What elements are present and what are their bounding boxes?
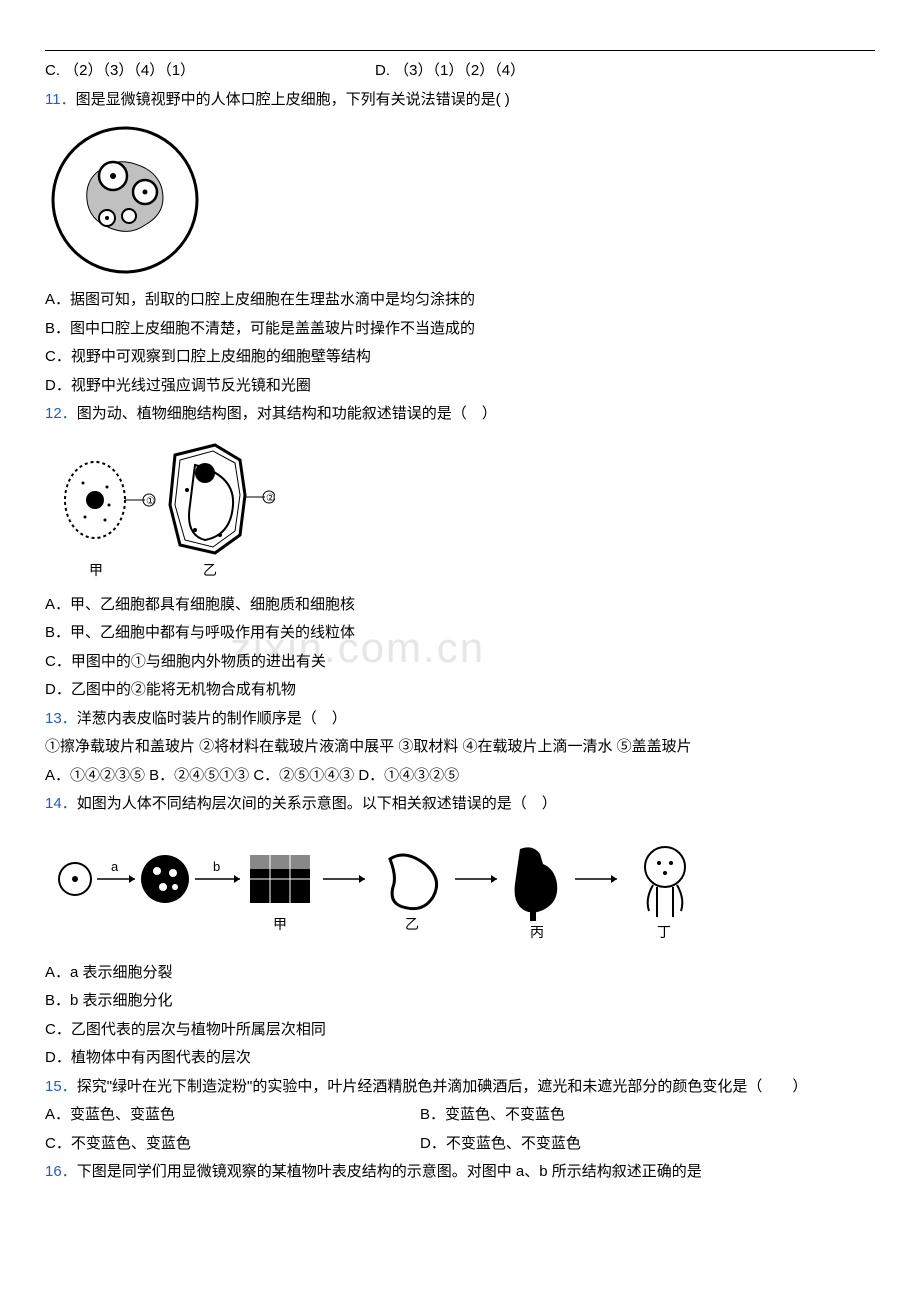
q14-option-a: A．a 表示细胞分裂 [45, 959, 875, 988]
q12-stem: 图为动、植物细胞结构图，对其结构和功能叙述错误的是（ ） [77, 405, 497, 422]
q12-number: 12． [45, 405, 77, 422]
q15-row-ab: A．变蓝色、变蓝色B．变蓝色、不变蓝色 [45, 1101, 875, 1130]
q15-number: 15． [45, 1078, 77, 1095]
q14-stem-line: 14．如图为人体不同结构层次间的关系示意图。以下相关叙述错误的是（ ） [45, 790, 875, 819]
svg-text:丁: 丁 [657, 924, 671, 940]
q10-option-c: C. （2）（3）（4）（1） [45, 57, 375, 86]
microscope-field-icon [45, 120, 205, 280]
q14-option-c: C．乙图代表的层次与植物叶所属层次相同 [45, 1016, 875, 1045]
q12-option-c: C．甲图中的①与细胞内外物质的进出有关 [45, 648, 875, 677]
q15-option-c: C．不变蓝色、变蓝色 [45, 1130, 420, 1159]
q13-stem: 洋葱内表皮临时装片的制作顺序是（ ） [77, 710, 347, 727]
q12-option-b: B．甲、乙细胞中都有与呼吸作用有关的线粒体 [45, 619, 875, 648]
q10-options-cd: C. （2）（3）（4）（1） D. （3）（1）（2）（4） [45, 57, 875, 86]
q11-stem: 图是显微镜视野中的人体口腔上皮细胞，下列有关说法错误的是( ) [76, 91, 510, 108]
svg-text:甲: 甲 [273, 916, 287, 932]
q14-number: 14． [45, 795, 77, 812]
page-content: C. （2）（3）（4）（1） D. （3）（1）（2）（4） 11．图是显微镜… [45, 50, 875, 1187]
q12-option-a: A．甲、乙细胞都具有细胞膜、细胞质和细胞核 [45, 591, 875, 620]
q11-stem-line: 11．图是显微镜视野中的人体口腔上皮细胞，下列有关说法错误的是( ) [45, 86, 875, 115]
svg-text:②: ② [266, 493, 275, 504]
svg-text:b: b [213, 859, 220, 874]
q10-option-d: D. （3）（1）（2）（4） [375, 57, 525, 86]
q15-option-b: B．变蓝色、不变蓝色 [420, 1106, 565, 1123]
q15-stem: 探究"绿叶在光下制造淀粉"的实验中，叶片经酒精脱色并滴加碘酒后，遮光和未遮光部分… [77, 1078, 808, 1095]
q16-stem: 下图是同学们用显微镜观察的某植物叶表皮结构的示意图。对图中 a、b 所示结构叙述… [77, 1163, 702, 1180]
q13-number: 13． [45, 710, 77, 727]
q11-number: 11． [45, 91, 76, 108]
structure-levels-icon: a b 甲 乙 丙 [45, 829, 805, 949]
q11-figure [45, 120, 875, 280]
q14-option-d: D．植物体中有丙图代表的层次 [45, 1044, 875, 1073]
top-rule [45, 50, 875, 51]
q11-option-a: A．据图可知，刮取的口腔上皮细胞在生理盐水滴中是均匀涂抹的 [45, 286, 875, 315]
q15-row-cd: C．不变蓝色、变蓝色D．不变蓝色、不变蓝色 [45, 1130, 875, 1159]
svg-text:①: ① [146, 496, 155, 507]
q16-stem-line: 16．下图是同学们用显微镜观察的某植物叶表皮结构的示意图。对图中 a、b 所示结… [45, 1158, 875, 1187]
q11-option-c: C．视野中可观察到口腔上皮细胞的细胞壁等结构 [45, 343, 875, 372]
q16-number: 16． [45, 1163, 77, 1180]
q14-option-b: B．b 表示细胞分化 [45, 987, 875, 1016]
q11-option-d: D．视野中光线过强应调节反光镜和光圈 [45, 372, 875, 401]
svg-text:丙: 丙 [530, 924, 544, 940]
q15-option-a: A．变蓝色、变蓝色 [45, 1101, 420, 1130]
svg-text:乙: 乙 [203, 562, 217, 578]
q14-figure: a b 甲 乙 丙 [45, 829, 875, 949]
q13-steps: ①擦净载玻片和盖玻片 ②将材料在载玻片液滴中展平 ③取材料 ④在载玻片上滴一清水… [45, 733, 875, 762]
q12-figure: ① 甲 ② 乙 [45, 435, 875, 585]
q14-stem: 如图为人体不同结构层次间的关系示意图。以下相关叙述错误的是（ ） [77, 795, 557, 812]
cell-diagram-icon: ① 甲 ② 乙 [45, 435, 275, 585]
q12-option-d: D．乙图中的②能将无机物合成有机物 [45, 676, 875, 705]
svg-text:乙: 乙 [405, 916, 419, 932]
q15-option-d: D．不变蓝色、不变蓝色 [420, 1135, 581, 1152]
svg-text:a: a [111, 859, 119, 874]
q13-stem-line: 13．洋葱内表皮临时装片的制作顺序是（ ） [45, 705, 875, 734]
q13-options: A．①④②③⑤ B．②④⑤①③ C．②⑤①④③ D．①④③②⑤ [45, 762, 875, 791]
q12-stem-line: 12．图为动、植物细胞结构图，对其结构和功能叙述错误的是（ ） [45, 400, 875, 429]
svg-text:甲: 甲 [89, 562, 103, 578]
q15-stem-line: 15．探究"绿叶在光下制造淀粉"的实验中，叶片经酒精脱色并滴加碘酒后，遮光和未遮… [45, 1073, 875, 1102]
q11-option-b: B．图中口腔上皮细胞不清楚，可能是盖盖玻片时操作不当造成的 [45, 315, 875, 344]
